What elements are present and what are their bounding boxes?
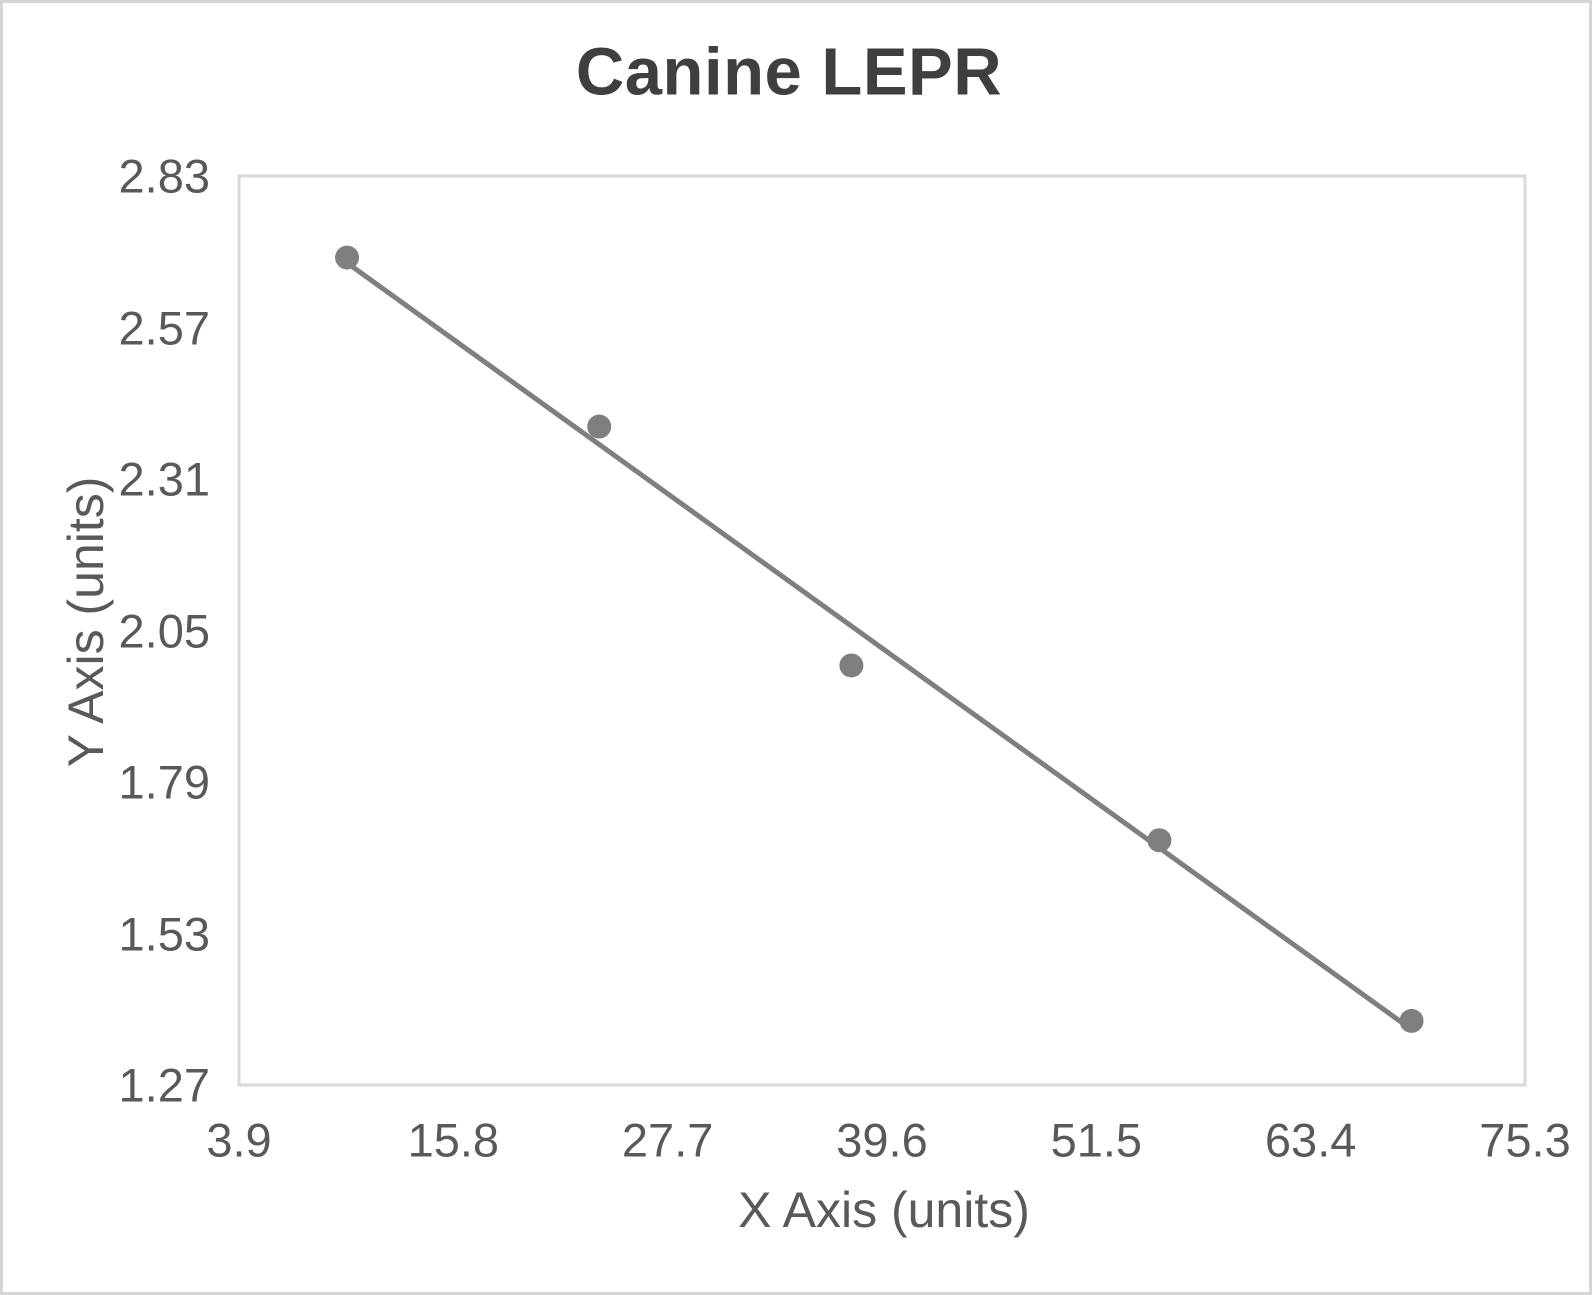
x-tick-label: 75.3 [1479,1113,1571,1167]
x-tick-label: 27.7 [621,1113,714,1167]
y-tick-label: 1.79 [118,755,210,809]
x-tick-label: 3.9 [206,1113,272,1167]
plot-border [237,174,1527,1087]
y-tick-label: 2.83 [118,149,210,203]
y-tick-label: 2.57 [118,301,210,354]
y-tick-label: 1.27 [118,1058,210,1112]
y-tick-label: 1.53 [118,907,210,960]
y-axis-title: Y Axis (units) [58,476,114,768]
x-tick-label: 51.5 [1050,1113,1143,1167]
data-point [587,414,612,439]
x-axis-title: X Axis (units) [738,1182,1030,1238]
trend-line [344,260,1415,1033]
data-point [839,653,864,678]
data-point [1399,1008,1424,1033]
chart-title: Canine LEPR [575,34,1003,110]
y-tick-label: 2.05 [118,604,210,657]
x-tick-label: 63.4 [1264,1113,1357,1167]
y-tick-label: 2.31 [118,452,210,506]
data-point [1147,828,1172,853]
x-tick-label: 39.6 [836,1113,928,1167]
data-point [335,245,360,270]
x-tick-label: 15.8 [407,1113,500,1167]
